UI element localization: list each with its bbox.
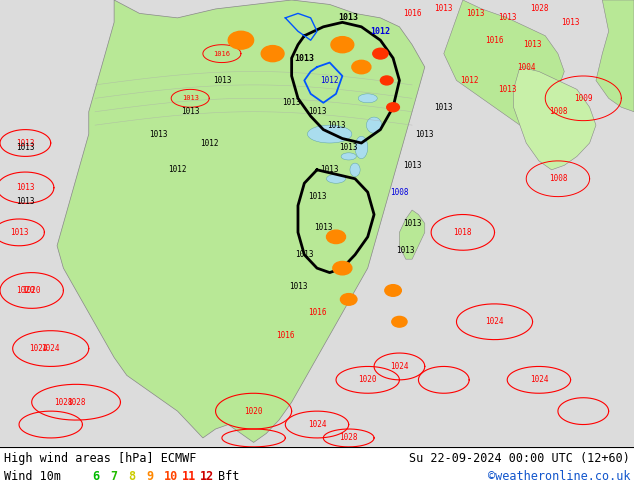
Text: 1013: 1013	[307, 107, 327, 116]
Text: 1012: 1012	[320, 76, 339, 85]
Text: 1013: 1013	[307, 192, 327, 201]
Text: 1013: 1013	[282, 98, 301, 107]
Text: 1013: 1013	[288, 281, 307, 291]
Polygon shape	[358, 94, 377, 103]
Text: 1016: 1016	[276, 331, 295, 340]
Circle shape	[352, 60, 371, 74]
Circle shape	[340, 294, 357, 305]
Text: 1013: 1013	[16, 196, 35, 206]
Polygon shape	[514, 67, 596, 170]
Text: 1020: 1020	[22, 286, 41, 295]
Text: 1013: 1013	[339, 143, 358, 152]
Polygon shape	[327, 174, 346, 183]
Text: 1013: 1013	[149, 129, 168, 139]
Text: 1013: 1013	[434, 103, 453, 112]
Circle shape	[228, 31, 254, 49]
Text: 1024: 1024	[390, 362, 409, 371]
Text: 1013: 1013	[212, 76, 231, 85]
Text: 1013: 1013	[415, 129, 434, 139]
Text: 1028: 1028	[54, 398, 73, 407]
Text: 1028: 1028	[67, 398, 86, 407]
Text: 1004: 1004	[517, 63, 536, 72]
Text: 1013: 1013	[466, 9, 485, 18]
Text: 1024: 1024	[485, 317, 504, 326]
Text: 1012: 1012	[460, 76, 479, 85]
Text: 1024: 1024	[307, 420, 327, 429]
Text: 1012: 1012	[200, 139, 219, 147]
Text: 1012: 1012	[168, 165, 187, 174]
Text: 12: 12	[200, 470, 214, 483]
Text: High wind areas [hPa] ECMWF: High wind areas [hPa] ECMWF	[4, 452, 197, 465]
Text: 1013: 1013	[16, 139, 35, 147]
Text: 1013: 1013	[294, 53, 314, 63]
Text: 1013: 1013	[16, 143, 35, 152]
Text: 1013: 1013	[498, 13, 517, 23]
Polygon shape	[366, 117, 382, 133]
Circle shape	[373, 48, 388, 59]
Text: Su 22-09-2024 00:00 UTC (12+60): Su 22-09-2024 00:00 UTC (12+60)	[409, 452, 630, 465]
Text: 1013: 1013	[10, 228, 29, 237]
Circle shape	[387, 103, 399, 112]
Text: 8: 8	[128, 470, 135, 483]
Text: 1016: 1016	[403, 9, 422, 18]
Text: 10: 10	[164, 470, 178, 483]
Text: 1013: 1013	[181, 107, 200, 116]
Text: 1013: 1013	[314, 223, 333, 232]
Text: 1013: 1013	[434, 4, 453, 13]
Text: 1012: 1012	[370, 27, 391, 36]
Text: 1016: 1016	[485, 36, 504, 45]
Circle shape	[380, 76, 393, 85]
Text: 1020: 1020	[244, 407, 263, 416]
Text: 1008: 1008	[548, 174, 567, 183]
Circle shape	[261, 46, 284, 62]
Text: Bft: Bft	[218, 470, 240, 483]
Text: 1018: 1018	[453, 228, 472, 237]
Text: ©weatheronline.co.uk: ©weatheronline.co.uk	[488, 470, 630, 483]
Text: 1013: 1013	[523, 40, 542, 49]
Text: 1013: 1013	[327, 121, 346, 130]
Text: Wind 10m: Wind 10m	[4, 470, 61, 483]
Polygon shape	[341, 153, 356, 160]
Text: 1028: 1028	[339, 434, 358, 442]
Text: 1013: 1013	[498, 85, 517, 94]
Polygon shape	[355, 136, 368, 159]
Text: 6: 6	[92, 470, 99, 483]
Text: 1024: 1024	[41, 344, 60, 353]
Circle shape	[327, 230, 346, 244]
Polygon shape	[444, 0, 564, 125]
Text: 1013: 1013	[295, 250, 314, 259]
Circle shape	[331, 37, 354, 53]
Text: 1016: 1016	[214, 50, 230, 57]
Polygon shape	[399, 210, 425, 259]
Text: 1016: 1016	[307, 308, 327, 318]
Text: 1013: 1013	[339, 13, 359, 23]
Text: 1028: 1028	[529, 4, 548, 13]
Text: 1008: 1008	[390, 188, 409, 196]
Text: 7: 7	[110, 470, 117, 483]
Text: 1013: 1013	[561, 18, 580, 27]
Text: 1020: 1020	[358, 375, 377, 384]
Polygon shape	[57, 0, 425, 442]
Text: 1013: 1013	[182, 96, 198, 101]
Circle shape	[392, 317, 407, 327]
Circle shape	[333, 262, 352, 275]
Text: 1013: 1013	[320, 165, 339, 174]
Text: 11: 11	[182, 470, 197, 483]
Text: 1013: 1013	[16, 183, 35, 192]
Text: 1013: 1013	[403, 219, 422, 228]
Text: 1020: 1020	[16, 286, 35, 295]
Text: 1009: 1009	[574, 94, 593, 103]
Text: 1024: 1024	[529, 375, 548, 384]
Polygon shape	[307, 125, 352, 143]
Text: 9: 9	[146, 470, 153, 483]
Circle shape	[385, 285, 401, 296]
Polygon shape	[596, 0, 634, 112]
Polygon shape	[350, 163, 360, 176]
Text: 1013: 1013	[396, 246, 415, 255]
Text: 1024: 1024	[29, 344, 48, 353]
Text: 1008: 1008	[548, 107, 567, 116]
Text: 1013: 1013	[403, 161, 422, 170]
